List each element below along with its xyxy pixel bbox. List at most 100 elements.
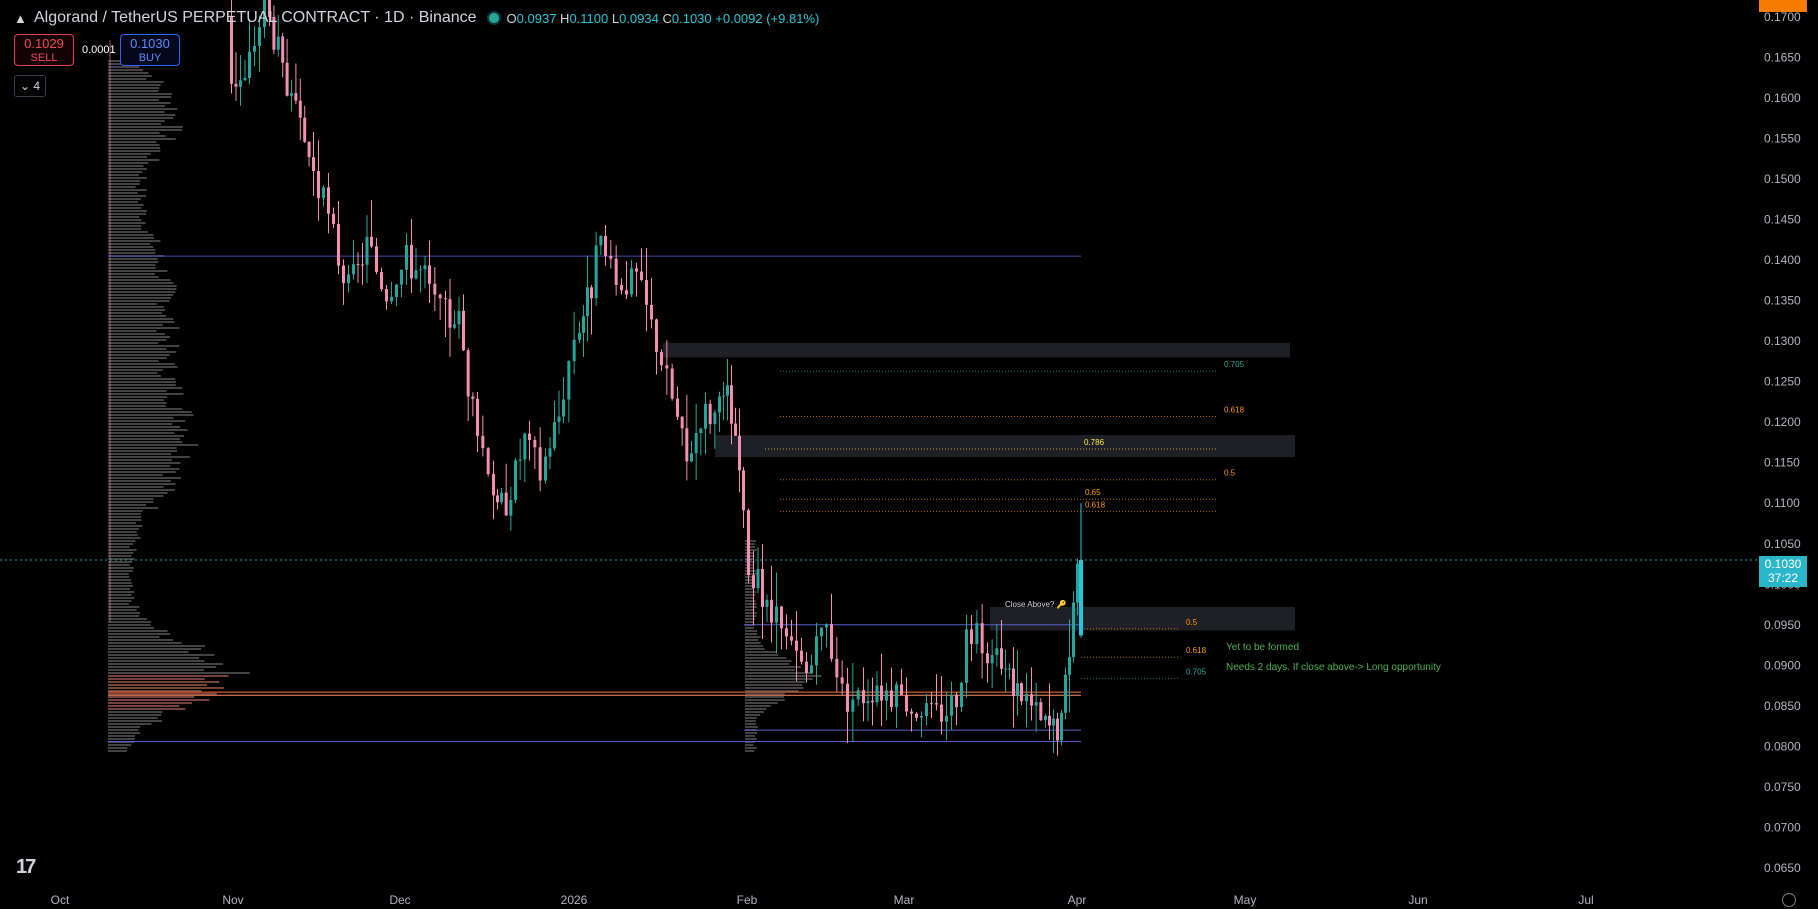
candle-body — [290, 93, 293, 96]
candle-body — [400, 269, 403, 285]
candle-body — [243, 77, 247, 81]
close-above-note: Close Above? 🔑 — [1005, 599, 1067, 609]
volume-bar — [745, 720, 756, 722]
indicators-toggle[interactable]: ⌄ 4 — [14, 75, 46, 97]
volume-bar — [108, 174, 139, 176]
volume-bar — [108, 342, 158, 344]
candle-body — [557, 416, 561, 422]
candle-body — [327, 187, 330, 214]
symbol-title[interactable]: Algorand / TetherUS PERPETUAL CONTRACT ·… — [34, 9, 477, 26]
candle-body — [385, 289, 388, 302]
volume-bar — [108, 135, 166, 137]
volume-bar — [108, 696, 195, 698]
volume-bar — [108, 462, 181, 464]
candle-body — [567, 361, 571, 400]
candles — [230, 0, 1083, 756]
volume-bar — [108, 231, 148, 233]
candle-body — [281, 36, 285, 63]
candle-body — [481, 435, 485, 449]
volume-bar — [108, 741, 135, 743]
volume-bar — [108, 420, 186, 422]
candle-body — [925, 703, 928, 716]
candle-body — [630, 268, 633, 295]
candle-body — [625, 290, 628, 295]
fib-label: 0.5 — [1186, 618, 1198, 627]
candle-body — [862, 690, 865, 704]
volume-bar — [108, 303, 157, 305]
candle-body — [635, 268, 638, 272]
buy-button[interactable]: 0.1030 BUY — [120, 34, 180, 66]
candle-body — [785, 628, 788, 637]
volume-bar — [108, 321, 175, 323]
candle-body — [523, 433, 527, 460]
volume-bar — [108, 711, 163, 713]
candle-body — [1020, 683, 1023, 702]
y-tick-label: 0.1650 — [1764, 51, 1801, 65]
sell-button[interactable]: 0.1029 SELL — [14, 34, 74, 66]
y-tick-label: 0.1500 — [1764, 172, 1801, 186]
fib-label: 0.618 — [1186, 646, 1207, 655]
symbol-header: ▲ Algorand / TetherUS PERPETUAL CONTRACT… — [0, 0, 819, 36]
volume-bar — [108, 93, 172, 95]
volume-bar — [745, 732, 758, 734]
volume-bar — [108, 312, 162, 314]
volume-bar — [108, 441, 183, 443]
volume-bar — [108, 480, 171, 482]
candle-body — [509, 500, 513, 516]
y-tick-label: 0.0800 — [1764, 739, 1801, 753]
candle-body — [609, 256, 613, 259]
volume-bar — [108, 186, 136, 188]
volume-bar — [745, 675, 822, 677]
candle-body — [544, 456, 547, 481]
candle-body — [332, 213, 335, 225]
volume-bar — [745, 657, 787, 659]
volume-bar — [108, 543, 134, 545]
candle-body — [312, 157, 315, 172]
buy-price: 0.1030 — [130, 36, 170, 51]
ohlc-change: +0.0092 (+9.81%) — [715, 10, 820, 26]
volume-bar — [108, 195, 147, 197]
volume-bar — [108, 693, 217, 695]
y-tick-label: 0.0700 — [1764, 820, 1801, 834]
candle-body — [780, 606, 783, 629]
volume-bar — [108, 714, 162, 716]
volume-bar — [108, 474, 163, 476]
volume-bar — [108, 492, 168, 494]
volume-bar — [108, 528, 139, 530]
volume-bar — [108, 519, 142, 521]
candle-body — [765, 599, 769, 607]
candle-body — [518, 459, 522, 461]
volume-bar — [108, 207, 142, 209]
candle-body — [500, 492, 503, 503]
candle-body — [303, 117, 307, 142]
candle-body — [885, 690, 888, 701]
candle-body — [599, 236, 603, 246]
volume-bar — [745, 585, 755, 587]
y-tick-label: 0.1100 — [1764, 496, 1800, 510]
volume-bar — [108, 516, 142, 518]
volume-bar — [108, 90, 159, 92]
volume-bar — [108, 132, 160, 134]
volume-bar — [108, 291, 176, 293]
volume-bar — [108, 168, 147, 170]
tradingview-logo-icon[interactable]: 17 — [16, 856, 36, 878]
candle-body — [734, 423, 737, 436]
volume-bar — [108, 489, 175, 491]
volume-bar — [108, 429, 188, 431]
volume-bar — [108, 612, 140, 614]
candle-body — [594, 245, 598, 299]
candle-body — [905, 695, 908, 712]
volume-bar — [108, 513, 141, 515]
x-tick-label: Feb — [737, 893, 758, 907]
volume-bar — [108, 171, 143, 173]
volume-bar — [108, 333, 165, 335]
settings-icon[interactable] — [1782, 893, 1796, 907]
volume-bar — [108, 192, 138, 194]
volume-bar — [108, 642, 182, 644]
volume-bar — [108, 636, 160, 638]
candle-body — [356, 264, 360, 266]
last-price: 0.1030 — [1764, 557, 1802, 571]
y-tick-label: 0.0650 — [1764, 861, 1801, 875]
candle-body — [945, 715, 948, 722]
